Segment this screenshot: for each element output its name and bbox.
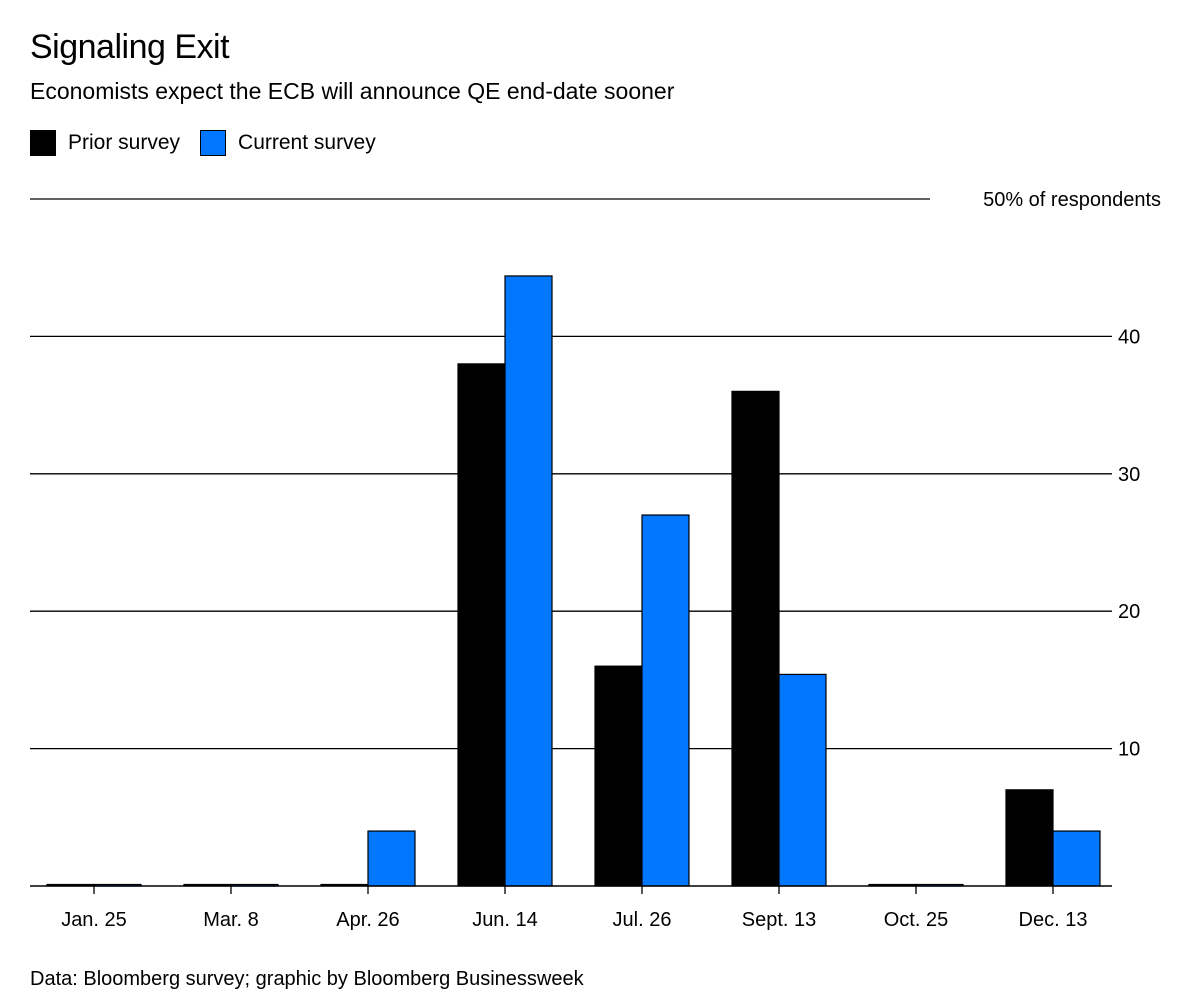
x-tick-label: Jan. 25 (61, 909, 127, 931)
bar-prior (731, 390, 780, 887)
bar-current (504, 275, 553, 887)
bar-current (367, 830, 416, 887)
x-tick-label: Sept. 13 (742, 909, 817, 931)
x-tick-label: Jul. 26 (613, 909, 672, 931)
bar-prior (1005, 789, 1054, 887)
y-tick-label: 10 (1118, 739, 1140, 761)
bar-prior (457, 363, 506, 887)
x-tick-label: Apr. 26 (336, 909, 399, 931)
x-tick-label: Oct. 25 (884, 909, 948, 931)
legend-label-current: Current survey (238, 131, 376, 154)
x-tick-label: Mar. 8 (203, 909, 259, 931)
legend-item-current: Current survey (200, 130, 376, 156)
bar-current (1052, 830, 1101, 887)
bar-current (641, 514, 690, 887)
y-tick-label: 40 (1118, 326, 1140, 348)
chart-subtitle: Economists expect the ECB will announce … (30, 78, 675, 104)
legend-swatch-prior (30, 130, 56, 156)
y-tick-label: 20 (1118, 601, 1140, 623)
legend-swatch-current (200, 130, 227, 156)
legend-item-prior: Prior survey (30, 130, 180, 156)
x-tick-label: Jun. 14 (472, 909, 538, 931)
x-tick-label: Dec. 13 (1019, 909, 1088, 931)
y-tick-label: 30 (1118, 464, 1140, 486)
source-note: Data: Bloomberg survey; graphic by Bloom… (30, 968, 584, 990)
legend: Prior survey Current survey (30, 130, 396, 156)
bar-current (778, 673, 827, 887)
chart-title: Signaling Exit (30, 28, 230, 66)
y-tick-label: 50% of respondents (983, 189, 1161, 211)
legend-label-prior: Prior survey (68, 131, 181, 154)
bar-prior (594, 665, 643, 887)
